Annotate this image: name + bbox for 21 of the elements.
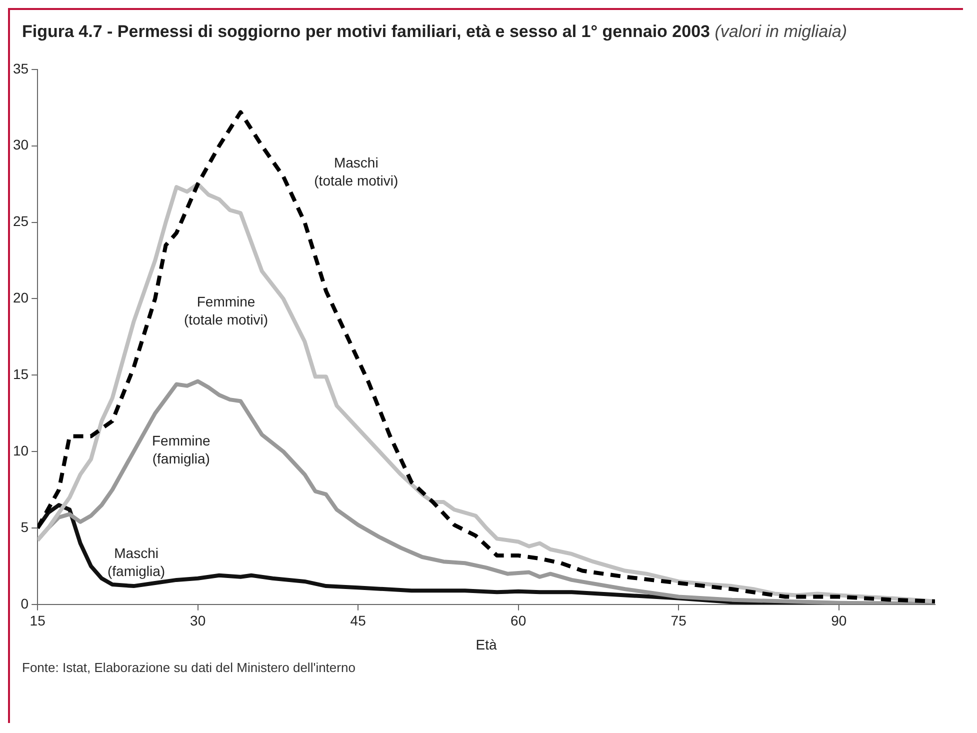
- x-tick-label: 30: [190, 612, 206, 629]
- y-tick-label: 0: [20, 595, 29, 612]
- x-tick-label: 60: [510, 612, 526, 629]
- y-tick-label: 15: [12, 366, 29, 382]
- series-label: Maschi (famiglia): [108, 544, 166, 579]
- y-tick-label: 20: [12, 290, 29, 306]
- y-tick-label: 25: [12, 213, 29, 230]
- x-axis-title: Età: [476, 636, 498, 652]
- chart-subtitle: (valori in migliaia): [714, 22, 847, 41]
- x-tick-label: 75: [670, 612, 687, 629]
- y-tick-label: 35: [12, 60, 29, 76]
- series-label: Maschi (totale motivi): [314, 154, 398, 188]
- x-tick-label: 45: [350, 612, 366, 629]
- y-tick-label: 10: [12, 442, 29, 458]
- chart-title: Figura 4.7 - Permessi di soggiorno per motivi familiari, età e sesso al 1° gennaio 2003: [22, 22, 710, 41]
- series-label: Femmine (totale motivi): [184, 294, 268, 328]
- x-tick-label: 90: [831, 612, 847, 629]
- y-tick-label: 30: [12, 136, 29, 153]
- series-label: Femmine (famiglia): [152, 432, 211, 467]
- y-tick-label: 5: [20, 518, 29, 535]
- source-note: Fonte: Istat, Elaborazione su dati del Ministero dell'interno: [21, 659, 356, 675]
